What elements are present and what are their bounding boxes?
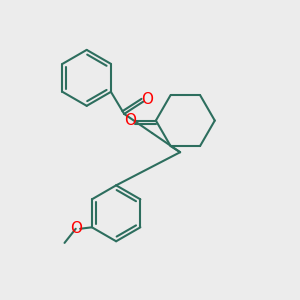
Text: O: O — [124, 113, 136, 128]
Text: O: O — [141, 92, 153, 107]
Text: O: O — [70, 221, 82, 236]
